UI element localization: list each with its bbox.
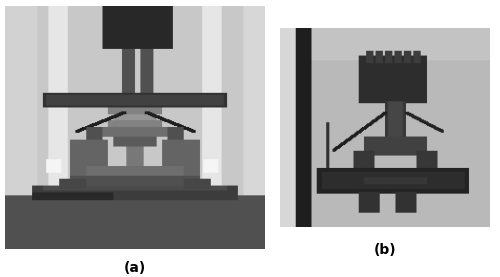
Text: (a): (a) — [124, 261, 146, 276]
Text: (b): (b) — [374, 243, 396, 257]
